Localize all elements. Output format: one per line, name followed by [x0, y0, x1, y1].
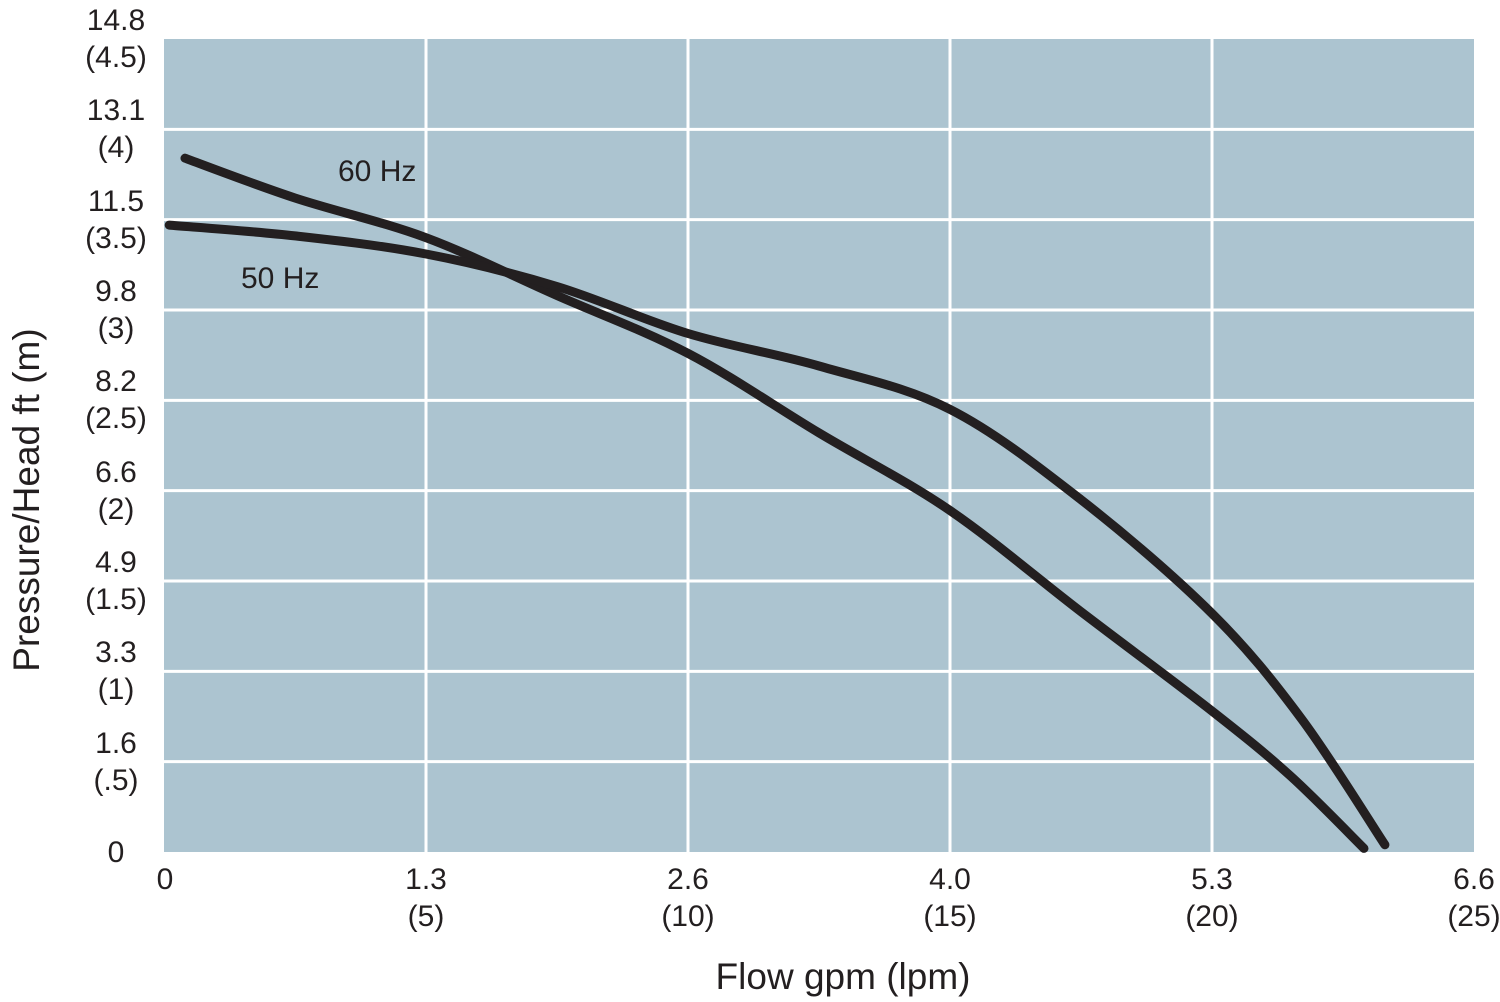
y-tick-ft: 4.9: [95, 546, 137, 579]
y-tick-4: 13.1 (4): [50, 92, 182, 166]
x-tick-15: 4.0 (15): [888, 861, 1012, 935]
x-tick-gpm: 6.6: [1453, 863, 1495, 896]
y-tick-1_5: 4.9 (1.5): [50, 544, 182, 618]
curve-60-hz: [180, 153, 1369, 853]
y-tick-ft: 3.3: [95, 636, 137, 669]
x-tick-lpm: (5): [407, 900, 445, 933]
y-tick-0_5: 1.6 (.5): [50, 725, 182, 799]
y-tick-m: (2): [97, 493, 135, 526]
y-tick-m: (.5): [93, 764, 139, 797]
y-tick-ft: 0: [107, 836, 125, 869]
x-tick-10: 2.6 (10): [626, 861, 750, 935]
x-tick-gpm: 2.6: [667, 863, 709, 896]
x-tick-gpm: 4.0: [929, 863, 971, 896]
y-tick-m: (4.5): [85, 41, 147, 74]
curve-label-60hz: 60 Hz: [338, 155, 417, 188]
y-tick-m: (4): [97, 131, 135, 164]
x-tick-gpm: 5.3: [1191, 863, 1233, 896]
y-tick-4_5: 14.8 (4.5): [50, 2, 182, 76]
x-axis-title: Flow gpm (lpm): [715, 956, 971, 997]
curve-50-hz: [164, 220, 1390, 850]
y-tick-m: (2.5): [85, 402, 147, 435]
x-tick-lpm: (15): [923, 900, 977, 933]
y-tick-m: (3): [97, 312, 135, 345]
curve-label-50hz: 50 Hz: [241, 262, 320, 295]
y-axis-title: Pressure/Head ft (m): [6, 328, 47, 672]
y-tick-2: 6.6 (2): [50, 454, 182, 528]
y-tick-ft: 8.2: [95, 365, 137, 398]
y-tick-ft: 11.5: [87, 185, 145, 218]
y-tick-2_5: 8.2 (2.5): [50, 363, 182, 437]
x-tick-lpm: (25): [1447, 900, 1500, 933]
y-tick-m: (1.5): [85, 583, 147, 616]
x-tick-gpm: 0: [156, 863, 174, 896]
y-tick-m: (1): [97, 673, 135, 706]
x-tick-gpm: 1.3: [405, 863, 447, 896]
y-tick-0: 0: [50, 834, 182, 871]
y-tick-ft: 6.6: [95, 456, 137, 489]
y-tick-3_5: 11.5 (3.5): [50, 183, 182, 257]
x-tick-lpm: (10): [661, 900, 715, 933]
plot-area: [164, 39, 1474, 852]
y-tick-ft: 9.8: [95, 275, 137, 308]
y-tick-3: 9.8 (3): [50, 273, 182, 347]
x-tick-lpm: (20): [1185, 900, 1239, 933]
x-tick-0: 0: [103, 861, 227, 898]
y-tick-ft: 13.1: [86, 94, 146, 127]
x-tick-5: 1.3 (5): [364, 861, 488, 935]
x-tick-20: 5.3 (20): [1150, 861, 1274, 935]
y-tick-m: (3.5): [85, 222, 147, 255]
y-tick-ft: 1.6: [95, 727, 137, 760]
x-tick-25: 6.6 (25): [1412, 861, 1500, 935]
y-tick-ft: 14.8: [86, 4, 146, 37]
y-tick-1: 3.3 (1): [50, 634, 182, 708]
